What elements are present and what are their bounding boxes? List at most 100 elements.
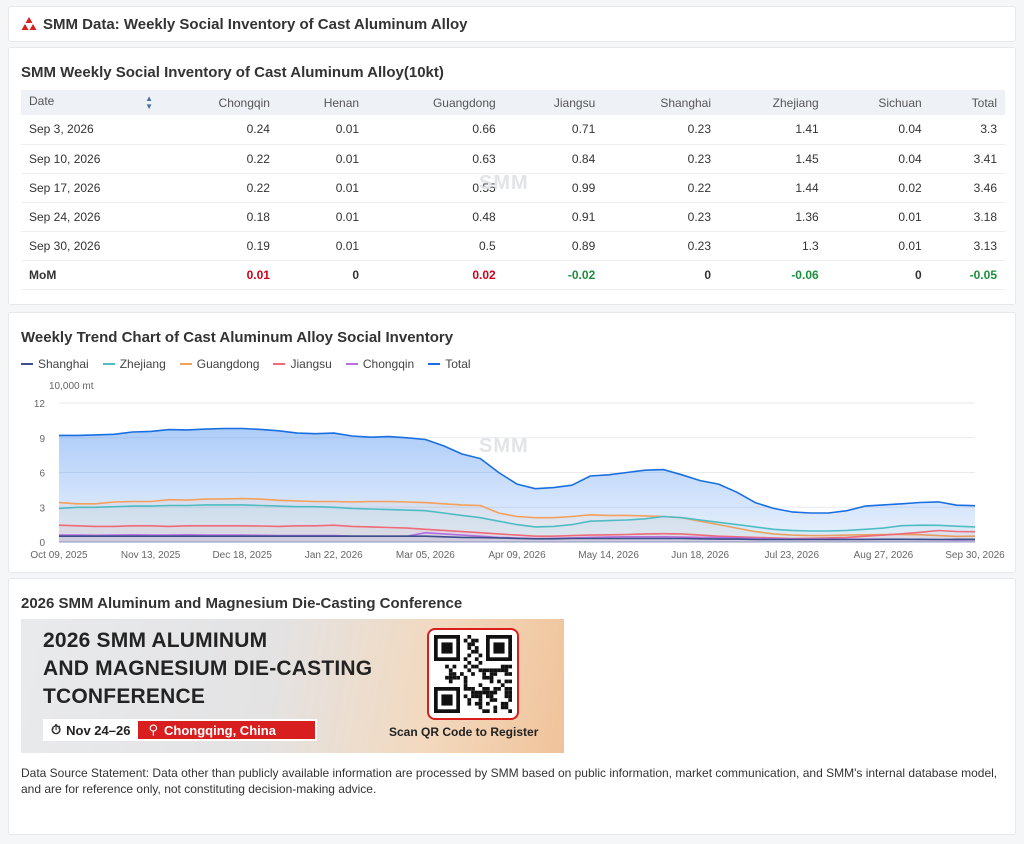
- legend-item-guangdong[interactable]: Guangdong: [179, 357, 260, 371]
- chart-legend: Shanghai Zhejiang Guangdong Jiangsu Chongqin…: [21, 353, 1003, 375]
- clock-icon: ⏱: [51, 722, 62, 737]
- table-cell: Sep 24, 2026: [21, 202, 161, 232]
- x-tick-label: Jul 23, 2026: [765, 550, 820, 561]
- table-title: SMM Weekly Social Inventory of Cast Alum…: [21, 64, 444, 81]
- qr-code-icon: [434, 635, 512, 713]
- legend-item-chongqin[interactable]: Chongqin: [345, 357, 414, 371]
- table-row: Sep 30, 2026 0.19 0.01 0.5 0.89 0.23 1.3 0.01 3.…: [21, 231, 1005, 261]
- smm-logo-icon: [21, 17, 37, 30]
- table-cell: 3.46: [929, 173, 1005, 203]
- mom-row: MoM 0.01 0 0.02 -0.02 0 -0.06 0 -0.05: [21, 260, 1005, 290]
- series-line-total: [59, 427, 976, 514]
- table-cell: 0.91: [503, 202, 604, 232]
- banner-location: ⚲ Chongqing, China: [148, 722, 276, 738]
- conference-banner[interactable]: 2026 SMM ALUMINUM AND MAGNESIUM DIE-CAST…: [21, 619, 564, 753]
- mom-cell: 0.02: [367, 260, 504, 290]
- table-cell: 0.66: [367, 115, 504, 145]
- table-cell: 0.48: [367, 202, 504, 232]
- table-cell: 0.01: [277, 173, 368, 203]
- table-cell: 0.23: [603, 231, 720, 261]
- table-cell: Sep 3, 2026: [21, 115, 161, 145]
- table-cell: 0.99: [503, 173, 604, 203]
- legend-item-total[interactable]: Total: [428, 357, 471, 371]
- mom-cell: 0: [277, 260, 368, 290]
- banner-info-bar: ⏱ Nov 24–26 ⚲ Chongqing, China: [43, 719, 317, 741]
- legend-swatch: [179, 363, 192, 365]
- table-row: Sep 10, 2026 0.22 0.01 0.63 0.84 0.23 1.45 0.04…: [21, 144, 1005, 174]
- x-tick-label: Aug 27, 2026: [854, 550, 914, 561]
- y-axis-unit: 10,000 mt: [49, 381, 94, 392]
- table-cell: 0.02: [826, 173, 930, 203]
- legend-label: Jiangsu: [290, 357, 332, 371]
- banner-line-2: AND MAGNESIUM DIE-CASTING: [43, 657, 373, 680]
- table-cell: 0.55: [367, 173, 504, 203]
- x-tick-label: Apr 09, 2026: [488, 550, 546, 561]
- table-cell: 0.04: [826, 115, 930, 145]
- column-header: Jiangsu: [553, 95, 596, 110]
- table-cell: Sep 17, 2026: [21, 173, 161, 203]
- table-cell: 0.23: [603, 115, 720, 145]
- column-header: Chongqin: [218, 95, 270, 110]
- series-line-jiangsu: [58, 524, 976, 540]
- conference-title: 2026 SMM Aluminum and Magnesium Die-Cast…: [21, 595, 463, 612]
- table-cell: 0.24: [161, 115, 278, 145]
- page-title: SMM Data: Weekly Social Inventory of Cas…: [43, 15, 468, 33]
- column-header: Zhejiang: [772, 95, 819, 110]
- series-area-total: [59, 428, 975, 542]
- column-header: Shanghai: [660, 95, 712, 110]
- qr-caption: Scan QR Code to Register: [389, 725, 539, 739]
- x-tick-label: Mar 05, 2026: [396, 550, 455, 561]
- column-header: Total: [971, 95, 997, 110]
- table-cell: 1.36: [719, 202, 827, 232]
- table-cell: 1.3: [719, 231, 827, 261]
- table-cell: 0.22: [161, 173, 278, 203]
- series-area-guangdong: [59, 498, 975, 542]
- series-line-guangdong: [58, 497, 976, 538]
- table-row: Sep 3, 2026 0.24 0.01 0.66 0.71 0.23 1.41 0.04 3…: [21, 115, 1005, 145]
- column-header-date[interactable]: Date ▲ ▼: [29, 94, 153, 111]
- table-cell: 3.13: [929, 231, 1005, 261]
- mom-cell: 0: [826, 260, 930, 290]
- banner-date: ⏱ Nov 24–26: [45, 721, 139, 739]
- watermark: SMM: [479, 435, 529, 457]
- table-cell: 0.19: [161, 231, 278, 261]
- table-cell: 0.63: [367, 144, 504, 174]
- qr-code[interactable]: [427, 628, 519, 720]
- trend-chart[interactable]: 0 3 6 9 12 Oct 09, 2025 Nov 13, 2025 Dec 18, 20…: [9, 393, 1015, 573]
- table-cell: 0.22: [161, 144, 278, 174]
- y-tick-label: 12: [34, 399, 46, 410]
- table-cell: 1.44: [719, 173, 827, 203]
- table-cell: 0.01: [277, 231, 368, 261]
- y-tick-label: 9: [39, 434, 45, 445]
- sort-icon[interactable]: ▲ ▼: [145, 94, 153, 111]
- trend-chart-card: Weekly Trend Chart of Cast Aluminum Allo…: [8, 312, 1016, 573]
- table-cell: 1.45: [719, 144, 827, 174]
- legend-label: Zhejiang: [119, 357, 166, 371]
- table-cell: 0.18: [161, 202, 278, 232]
- legend-swatch: [102, 363, 115, 365]
- page-header: SMM Data: Weekly Social Inventory of Cas…: [8, 6, 1016, 42]
- conference-card: 2026 SMM Aluminum and Magnesium Die-Cast…: [8, 578, 1016, 835]
- y-tick-label: 0: [39, 538, 45, 549]
- table-body: Sep 3, 2026 0.24 0.01 0.66 0.71 0.23 1.41 0.04 3…: [21, 115, 1005, 290]
- banner-line-1: 2026 SMM ALUMINUM: [43, 629, 268, 652]
- legend-label: Guangdong: [196, 357, 260, 371]
- series-area-zhejiang: [59, 504, 975, 542]
- mom-cell: -0.05: [929, 260, 1005, 290]
- table-cell: 0.01: [277, 144, 368, 174]
- table-cell: 0.01: [277, 202, 368, 232]
- table-cell: 0.23: [603, 144, 720, 174]
- table-cell: 0.01: [826, 231, 930, 261]
- chart-title: Weekly Trend Chart of Cast Aluminum Allo…: [21, 329, 454, 346]
- legend-swatch: [273, 363, 286, 365]
- legend-item-shanghai[interactable]: Shanghai: [21, 357, 89, 371]
- legend-item-zhejiang[interactable]: Zhejiang: [102, 357, 166, 371]
- legend-label: Shanghai: [38, 357, 89, 371]
- table-cell: 0.89: [503, 231, 604, 261]
- column-header: Henan: [323, 95, 360, 110]
- table-cell: 1.41: [719, 115, 827, 145]
- x-tick-label: May 14, 2026: [578, 550, 639, 561]
- table-cell: Sep 30, 2026: [21, 231, 161, 261]
- legend-item-jiangsu[interactable]: Jiangsu: [273, 357, 332, 371]
- table-row: Sep 17, 2026 0.22 0.01 0.55 0.99 0.22 1.44 0.02…: [21, 173, 1005, 203]
